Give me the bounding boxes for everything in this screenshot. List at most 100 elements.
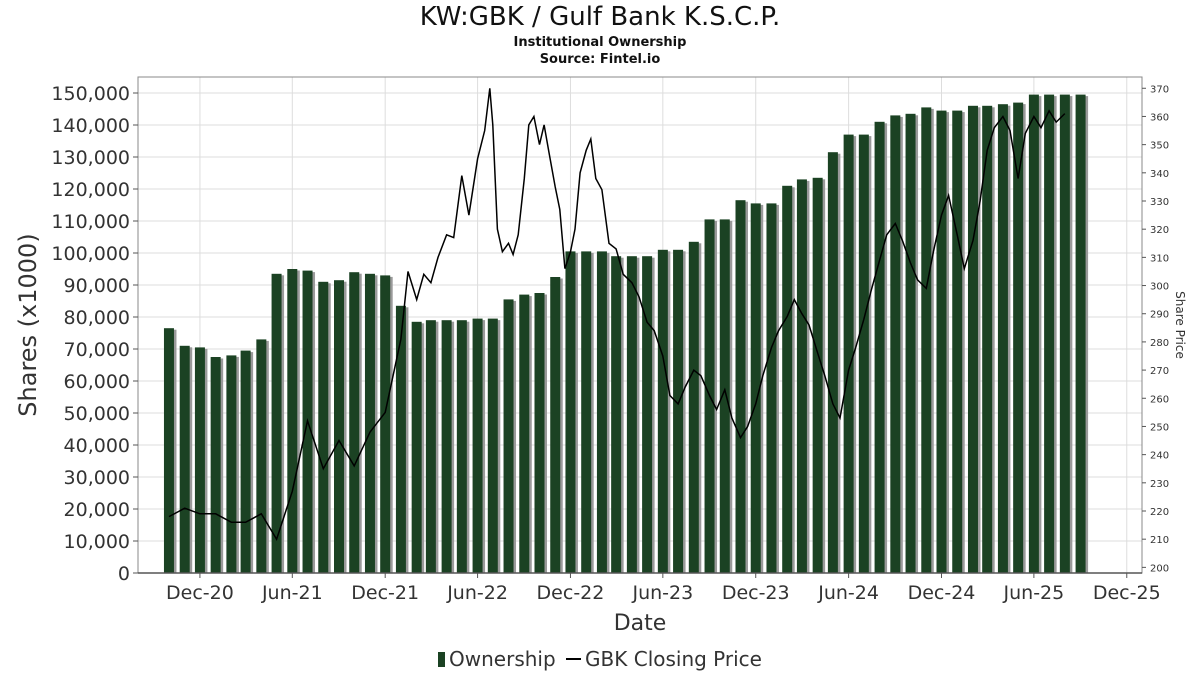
ownership-bar <box>503 299 514 573</box>
y-axis-title: Shares (x1000) <box>14 233 42 416</box>
ownership-bar <box>827 152 838 573</box>
ownership-bar <box>534 293 545 573</box>
x-tick-label: Jun-23 <box>631 582 693 604</box>
ownership-bar <box>565 251 576 573</box>
ownership-bar <box>890 115 901 574</box>
y2-tick-label: 260 <box>1150 394 1169 405</box>
y2-tick-label: 240 <box>1150 451 1169 462</box>
y2-tick-label: 250 <box>1150 422 1169 433</box>
legend-price[interactable]: GBK Closing Price <box>566 647 762 671</box>
ownership-bar <box>472 318 483 573</box>
ownership-bar <box>334 280 345 573</box>
y2-tick-label: 370 <box>1150 84 1169 95</box>
y2-tick-label: 320 <box>1150 225 1169 236</box>
legend-ownership-swatch <box>438 652 446 667</box>
y-tick-label: 20,000 <box>64 499 130 521</box>
ownership-bar <box>349 272 360 573</box>
ownership-bar <box>550 277 561 573</box>
ownership-bar <box>581 251 592 573</box>
x-tick-label: Jun-24 <box>817 582 879 604</box>
y-tick-label: 40,000 <box>64 435 130 457</box>
ownership-bar <box>441 320 452 573</box>
y-tick-label: 30,000 <box>64 467 130 489</box>
ownership-bar <box>1044 94 1055 573</box>
ownership-bar <box>596 251 607 573</box>
ownership-bar <box>364 273 375 573</box>
ownership-bar <box>318 281 329 573</box>
y-tick-label: 90,000 <box>64 275 130 297</box>
x-tick-label: Jun-22 <box>446 582 508 604</box>
y2-tick-label: 270 <box>1150 366 1169 377</box>
y-tick-label: 150,000 <box>51 83 130 105</box>
ownership-bar <box>240 350 251 573</box>
ownership-bar <box>163 328 174 573</box>
ownership-bar <box>874 121 885 574</box>
x-tick-label: Dec-21 <box>351 582 419 604</box>
chart-source: Source: Fintel.io <box>539 52 661 67</box>
y2-axis-title: Share Price <box>1173 291 1187 359</box>
y2-tick-label: 290 <box>1150 310 1169 321</box>
ownership-bar <box>194 347 205 573</box>
y2-tick-label: 330 <box>1150 197 1169 208</box>
ownership-bar <box>179 345 190 573</box>
ownership-bar <box>657 249 668 574</box>
y-tick-label: 130,000 <box>51 147 130 169</box>
y2-tick-label: 340 <box>1150 169 1169 180</box>
y-tick-label: 110,000 <box>51 211 130 233</box>
ownership-bar <box>982 105 993 574</box>
ownership-bar <box>411 321 422 573</box>
ownership-bar <box>782 185 793 574</box>
y-tick-label: 140,000 <box>51 115 130 137</box>
ownership-bar <box>1013 102 1024 573</box>
ownership-bar <box>735 200 746 573</box>
x-tick-label: Dec-20 <box>166 582 234 604</box>
x-tick-label: Jun-25 <box>1003 582 1065 604</box>
ownership-bar <box>858 134 869 573</box>
y-tick-label: 120,000 <box>51 179 130 201</box>
y-tick-label: 50,000 <box>64 403 130 425</box>
y2-tick-label: 210 <box>1150 535 1169 546</box>
ownership-bar <box>997 104 1008 573</box>
y-tick-label: 60,000 <box>64 371 130 393</box>
y-tick-label: 80,000 <box>64 307 130 329</box>
price-line <box>168 88 1066 541</box>
x-tick-label: Dec-24 <box>908 582 976 604</box>
legend-ownership[interactable]: Ownership <box>438 647 556 671</box>
ownership-bar <box>750 203 761 573</box>
ownership-bar <box>967 105 978 574</box>
chart-legend: Ownership GBK Closing Price <box>0 647 1200 671</box>
x-tick-label: Dec-25 <box>1093 582 1161 604</box>
y-tick-label: 100,000 <box>51 243 130 265</box>
ownership-bar <box>952 110 963 573</box>
ownership-bar <box>256 339 267 573</box>
ownership-bar <box>226 355 237 573</box>
ownership-bar <box>425 320 436 573</box>
ownership-bar <box>380 275 391 573</box>
x-axis-title: Date <box>614 611 667 636</box>
ownership-bar <box>395 305 406 573</box>
y-tick-label: 70,000 <box>64 339 130 361</box>
y2-tick-label: 310 <box>1150 253 1169 264</box>
ownership-bar <box>719 219 730 573</box>
x-tick-label: Dec-23 <box>722 582 790 604</box>
ownership-bar <box>487 318 498 573</box>
chart-title: KW:GBK / Gulf Bank K.S.C.P. <box>419 2 781 32</box>
ownership-bar <box>611 256 622 573</box>
y2-tick-label: 230 <box>1150 479 1169 490</box>
ownership-bar <box>673 249 684 574</box>
ownership-bar <box>796 179 807 573</box>
y-tick-label: 10,000 <box>64 531 130 553</box>
ownership-bar <box>812 177 823 574</box>
legend-ownership-label: Ownership <box>449 647 556 671</box>
ownership-bar <box>1075 94 1086 573</box>
ownership-bar <box>843 134 854 573</box>
y2-tick-label: 200 <box>1150 563 1169 574</box>
legend-price-swatch <box>566 658 582 660</box>
ownership-bar <box>688 241 699 574</box>
y2-tick-label: 220 <box>1150 507 1169 518</box>
ownership-bar <box>642 256 653 573</box>
ownership-bar <box>287 269 298 573</box>
y2-tick-label: 350 <box>1150 141 1169 152</box>
x-tick-label: Jun-21 <box>261 582 323 604</box>
ownership-bar <box>519 294 530 573</box>
